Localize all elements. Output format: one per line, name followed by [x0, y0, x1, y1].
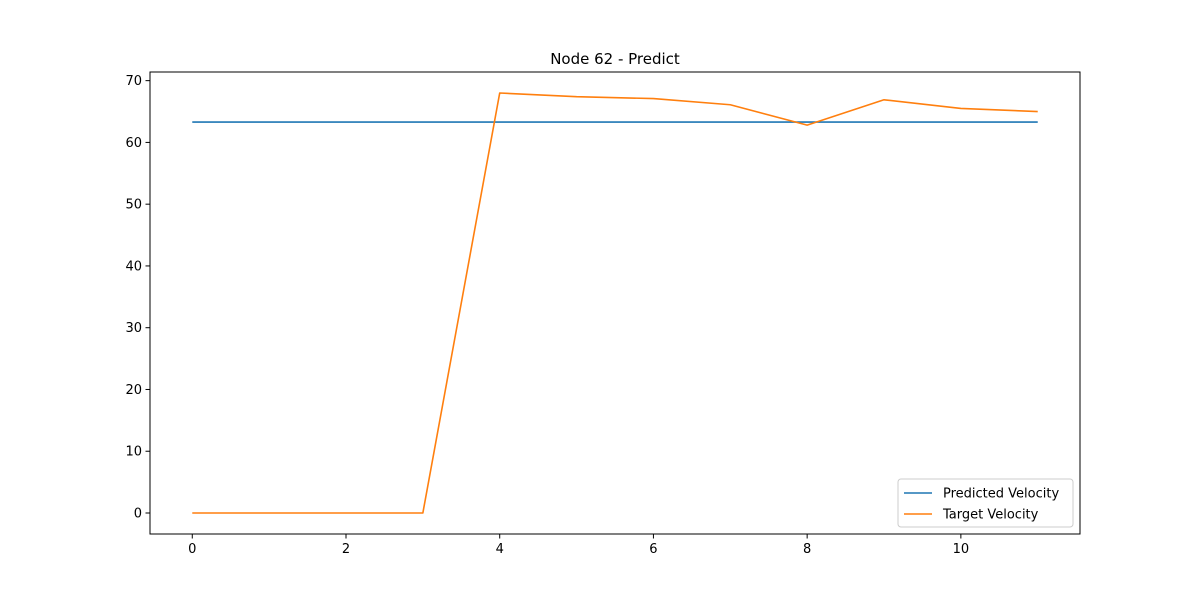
x-tick-label: 4: [496, 542, 504, 557]
y-tick-label: 60: [125, 136, 142, 151]
series-line-1: [192, 92, 1038, 514]
y-tick-label: 70: [125, 74, 142, 89]
legend-label-0: Predicted Velocity: [943, 487, 1059, 502]
y-tick-label: 0: [134, 507, 142, 522]
plot-area: [149, 71, 1081, 535]
x-tick-label: 6: [649, 542, 657, 557]
plot-frame: [149, 71, 1081, 535]
series-layer: [192, 92, 1038, 514]
y-tick-label: 40: [125, 259, 142, 274]
x-tick-label: 2: [342, 542, 350, 557]
chart-title: Node 62 - Predict: [550, 50, 680, 68]
legend-box: [897, 478, 1074, 528]
legend-label-1: Target Velocity: [942, 508, 1039, 523]
x-axis: 0 2 4 6 8 10: [188, 534, 969, 557]
y-tick-label: 30: [125, 321, 142, 336]
y-axis: 0 10 20 30 40 50 60 70: [125, 74, 150, 522]
y-tick-label: 50: [125, 198, 142, 213]
x-tick-label: 10: [953, 542, 970, 557]
y-tick-label: 10: [125, 445, 142, 460]
y-tick-label: 20: [125, 383, 142, 398]
x-tick-label: 8: [803, 542, 811, 557]
x-tick-label: 0: [188, 542, 196, 557]
legend: Predicted Velocity Target Velocity: [897, 478, 1074, 528]
